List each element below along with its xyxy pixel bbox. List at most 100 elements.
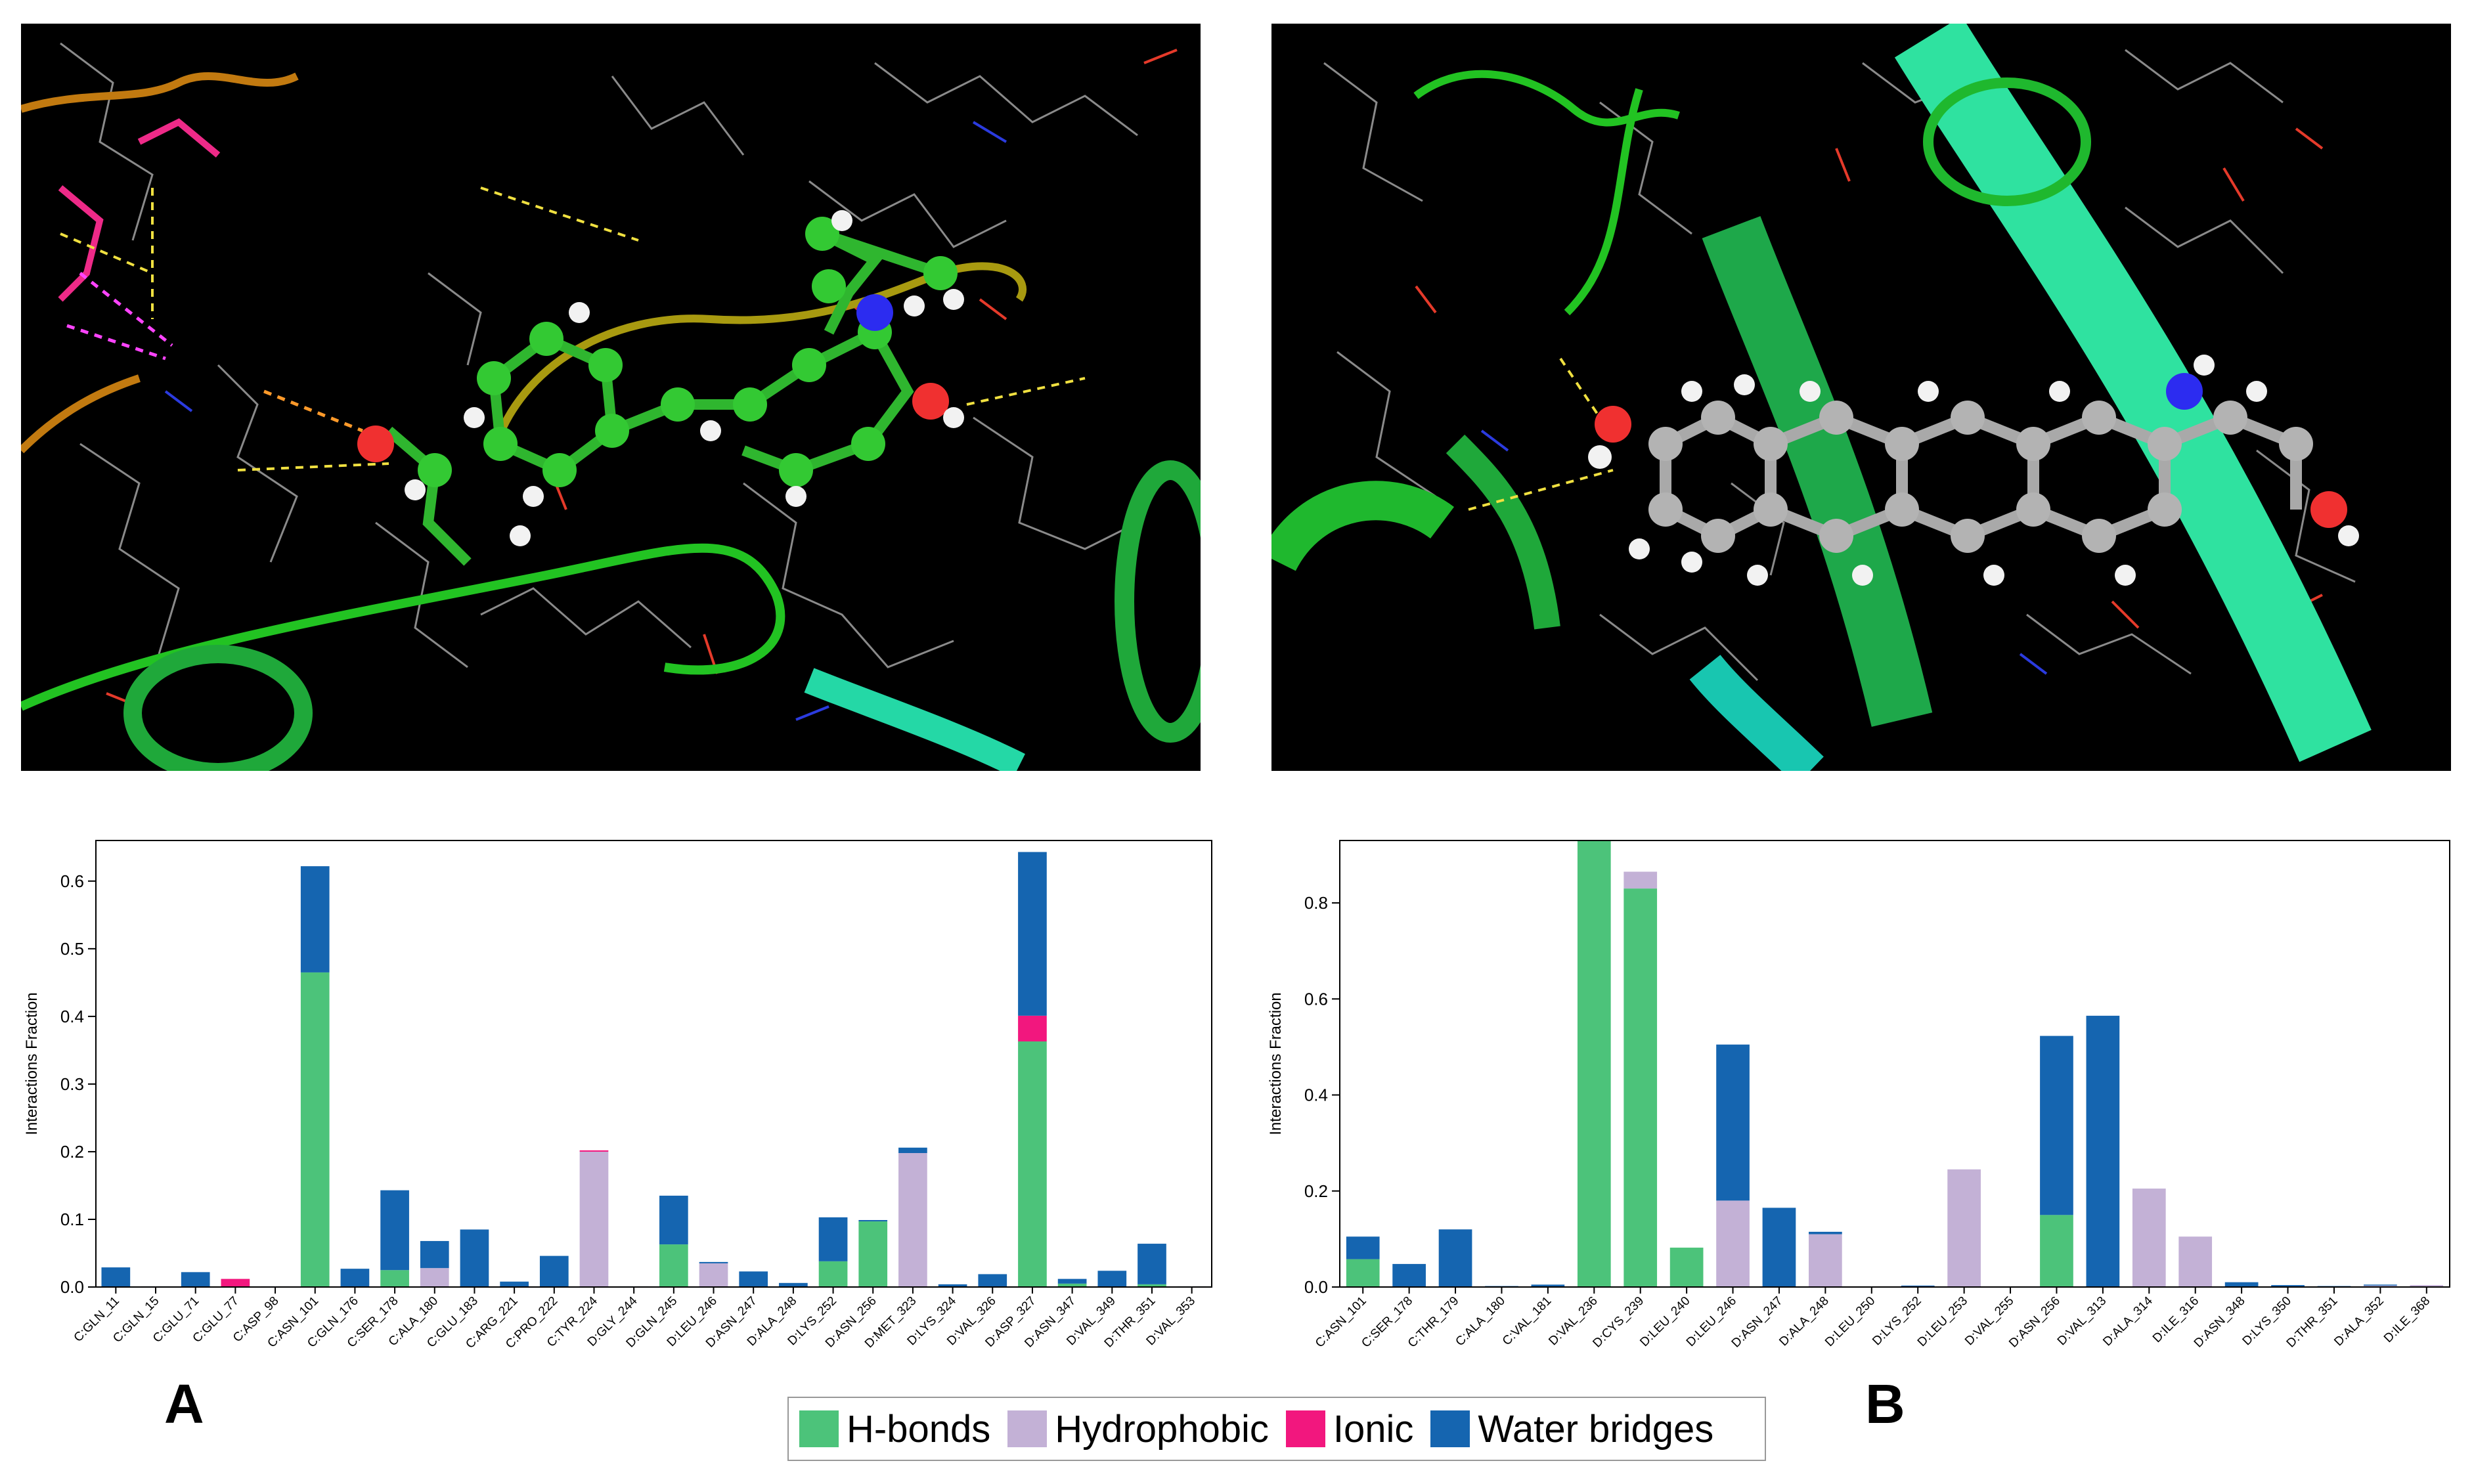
bar-segment-h-bonds: [1138, 1284, 1166, 1287]
bar-segment-water-bridges: [938, 1284, 967, 1287]
bar-segment-water-bridges: [1057, 1278, 1087, 1284]
bar-segment-hydrophobic: [2364, 1285, 2397, 1287]
bar-segment-water-bridges: [1346, 1236, 1380, 1259]
legend-swatch-hydrophobic: [1007, 1410, 1048, 1447]
bar-segment-h-bonds: [2040, 1215, 2073, 1287]
y-tick-label: 0.2: [1304, 1181, 1328, 1201]
bar-segment-water-bridges: [1392, 1263, 1426, 1287]
bar-segment-water-bridges: [818, 1217, 848, 1261]
bar-segment-hydrophobic: [699, 1263, 728, 1287]
y-tick-label: 0.6: [1304, 989, 1328, 1009]
x-tick-label: D:LEU_253: [1915, 1294, 1970, 1349]
bar-segment-water-bridges: [539, 1255, 569, 1287]
bar-segment-water-bridges: [1901, 1285, 1935, 1287]
y-tick-label: 0.0: [1304, 1277, 1328, 1297]
x-tick-label: D:LEU_250: [1822, 1294, 1878, 1349]
bar-segment-water-bridges: [1762, 1208, 1796, 1287]
bar-segment-water-bridges: [2086, 1015, 2120, 1287]
bar-segment-h-bonds: [1577, 840, 1611, 1287]
structure-a-graphic: [21, 42, 1201, 771]
y-tick-label: 0.0: [60, 1277, 84, 1297]
bar-segment-water-bridges: [699, 1261, 728, 1263]
bar-segment-water-bridges: [1716, 1044, 1750, 1201]
bar-segment-hydrophobic: [1624, 871, 1658, 889]
bar-segment-water-bridges: [2224, 1282, 2259, 1287]
bar-segment-water-bridges: [1018, 852, 1047, 1016]
bar-segment-h-bonds: [858, 1221, 888, 1287]
bar-segment-water-bridges: [1809, 1231, 1842, 1234]
bar-segment-water-bridges: [1531, 1284, 1565, 1287]
x-tick-label: D:ILE_368: [2381, 1294, 2433, 1345]
plot-frame: [1339, 840, 2450, 1288]
y-tick-label: 0.3: [60, 1074, 84, 1094]
y-tick-label: 0.5: [60, 939, 84, 959]
legend-swatch-ionic: [1285, 1410, 1325, 1447]
bar-segment-h-bonds: [1018, 1041, 1047, 1287]
bar-segment-water-bridges: [380, 1190, 409, 1271]
x-tick-label: D:ALA_352: [2331, 1294, 2387, 1349]
y-tick-label: 0.6: [60, 871, 84, 891]
panel-letter-a: A: [164, 1373, 204, 1435]
bar-segment-water-bridges: [2271, 1285, 2305, 1287]
legend-item-h-bonds: H-bonds: [799, 1407, 990, 1451]
bar-segment-water-bridges: [978, 1274, 1007, 1287]
bar-segment-water-bridges: [460, 1229, 489, 1287]
bar-segment-water-bridges: [2040, 1036, 2073, 1215]
x-tick-label: D:ALA_314: [2100, 1294, 2155, 1349]
bar-segment-h-bonds: [1624, 888, 1658, 1287]
bar-segment-hydrophobic: [1947, 1169, 1981, 1287]
legend-label-hydrophobic: Hydrophobic: [1055, 1407, 1269, 1451]
bar-segment-water-bridges: [181, 1272, 210, 1287]
y-tick-label: 0.8: [1304, 893, 1328, 913]
bar-segment-water-bridges: [500, 1281, 529, 1287]
bar-segment-h-bonds: [1057, 1283, 1087, 1287]
x-tick-label: C:VAL_181: [1500, 1294, 1555, 1349]
bar-segment-water-bridges: [1097, 1271, 1127, 1287]
panel-letter-b: B: [1865, 1373, 1905, 1435]
bar-segment-water-bridges: [659, 1195, 688, 1245]
legend-item-ionic: Ionic: [1285, 1407, 1413, 1451]
bar-segment-water-bridges: [779, 1282, 808, 1287]
bar-segment-h-bonds: [818, 1261, 848, 1287]
bar-segment-hydrophobic: [2132, 1189, 2166, 1287]
bar-segment-hydrophobic: [2178, 1236, 2213, 1287]
bar-segment-h-bonds: [659, 1244, 688, 1287]
bar-segment-water-bridges: [898, 1147, 927, 1153]
bar-segment-hydrophobic: [1809, 1234, 1842, 1287]
bar-segment-water-bridges: [340, 1269, 370, 1287]
bar-segment-water-bridges: [420, 1240, 449, 1269]
bar-segment-water-bridges: [300, 866, 330, 972]
structure-render-b: [1271, 24, 2451, 771]
bar-segment-hydrophobic: [420, 1268, 449, 1287]
legend-item-hydrophobic: Hydrophobic: [1007, 1407, 1269, 1451]
bar-segment-ionic: [579, 1150, 609, 1152]
y-tick-label: 0.4: [60, 1007, 84, 1026]
legend-swatch-water-bridges: [1430, 1410, 1470, 1447]
bar-segment-hydrophobic: [898, 1153, 927, 1287]
structure-b-graphic: [1271, 24, 2372, 771]
legend-swatch-h-bonds: [799, 1410, 839, 1447]
bar-segment-ionic: [1018, 1015, 1047, 1041]
bar-segment-water-bridges: [1438, 1229, 1472, 1287]
legend-label-water-bridges: Water bridges: [1478, 1407, 1714, 1451]
bar-segment-h-bonds: [1346, 1259, 1380, 1287]
plot-frame: [95, 840, 1212, 1288]
x-tick-label: C:ALA_180: [1453, 1294, 1508, 1349]
bar-segment-water-bridges: [2364, 1284, 2397, 1286]
y-tick-label: 0.1: [60, 1210, 84, 1229]
y-axis-label: Interactions Fraction: [23, 992, 41, 1135]
y-tick-label: 0.4: [1304, 1085, 1328, 1105]
bar-segment-water-bridges: [1138, 1244, 1166, 1284]
bar-segment-h-bonds: [380, 1270, 409, 1287]
y-axis-label: Interactions Fraction: [1268, 992, 1285, 1135]
bar-segment-water-bridges: [858, 1220, 888, 1222]
legend: H-bonds Hydrophobic Ionic Water bridges: [787, 1397, 1766, 1461]
bar-segment-hydrophobic: [579, 1151, 609, 1287]
bar-segment-hydrophobic: [1716, 1200, 1750, 1287]
bar-segment-h-bonds: [1669, 1248, 1704, 1287]
structure-render-a: [21, 24, 1201, 771]
bar-segment-water-bridges: [101, 1267, 131, 1287]
legend-label-h-bonds: H-bonds: [847, 1407, 991, 1451]
bar-segment-ionic: [221, 1278, 250, 1287]
